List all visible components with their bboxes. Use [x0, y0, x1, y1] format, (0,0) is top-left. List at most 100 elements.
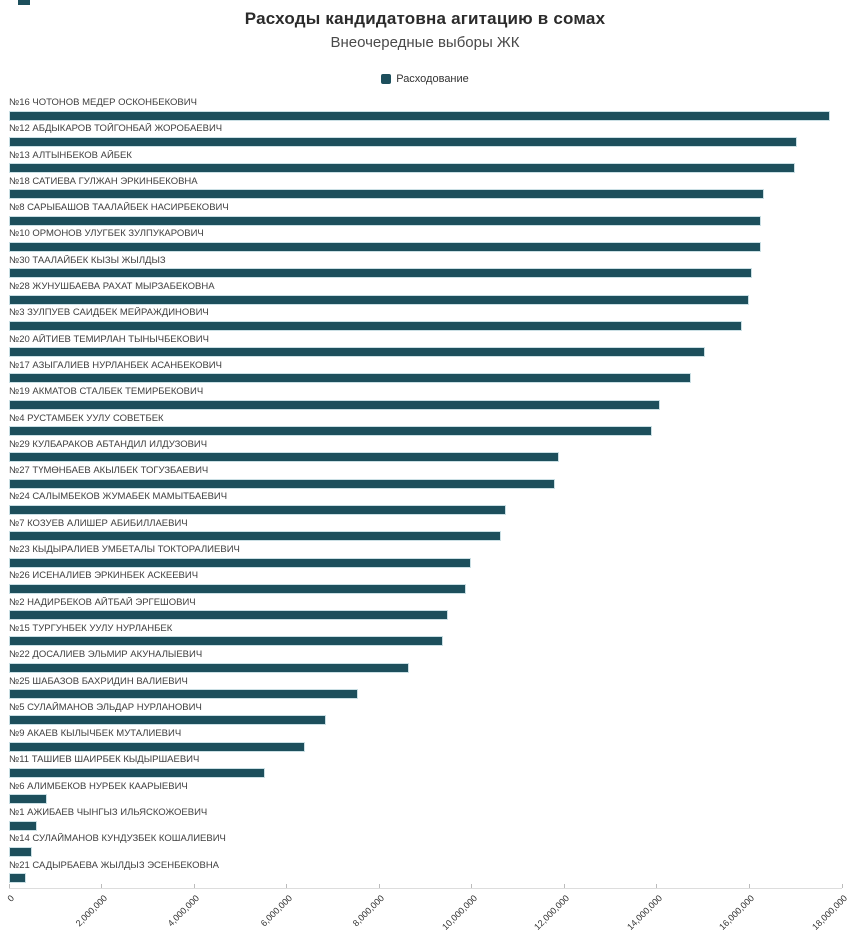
bar-row: №3 ЗУЛПУЕВ САИДБЕК МЕЙРАЖДИНОВИЧ: [9, 307, 842, 333]
bar-row: №16 ЧОТОНОВ МЕДЕР ОСКОНБЕКОВИЧ: [9, 97, 842, 123]
candidate-label: №5 СУЛАЙМАНОВ ЭЛЬДАР НУРЛАНОВИЧ: [9, 701, 202, 713]
spending-bar[interactable]: [9, 636, 444, 647]
axis-tick: [656, 884, 658, 888]
candidate-label: №17 АЗЫГАЛИЕВ НУРЛАНБЕК АСАНБЕКОВИЧ: [9, 359, 222, 371]
legend: Расходование: [0, 73, 850, 85]
bar-row: №17 АЗЫГАЛИЕВ НУРЛАНБЕК АСАНБЕКОВИЧ: [9, 360, 842, 386]
spending-bar[interactable]: [9, 241, 761, 252]
candidate-label: №7 КОЗУЕВ АЛИШЕР АБИБИЛЛАЕВИЧ: [9, 517, 188, 529]
spending-bar[interactable]: [9, 846, 32, 857]
bar-row: №1 АЖИБАЕВ ЧЫНГЫЗ ИЛЬЯСКОЖОЕВИЧ: [9, 807, 842, 833]
spending-bar[interactable]: [9, 294, 749, 305]
spending-bar[interactable]: [9, 583, 467, 594]
candidate-label: №4 РУСТАМБЕК УУЛУ СОВЕТБЕК: [9, 412, 164, 424]
bars-area: №16 ЧОТОНОВ МЕДЕР ОСКОНБЕКОВИЧ №12 АБДЫК…: [9, 97, 842, 886]
spending-bar[interactable]: [9, 689, 358, 700]
axis-tick: [841, 884, 843, 888]
axis-tick: [193, 884, 195, 888]
axis-tick: [8, 884, 10, 888]
axis-tick: [378, 884, 380, 888]
bar-row: №7 КОЗУЕВ АЛИШЕР АБИБИЛЛАЕВИЧ: [9, 518, 842, 544]
bar-row: №19 АКМАТОВ СТАЛБЕК ТЕМИРБЕКОВИЧ: [9, 386, 842, 412]
bar-row: №15 ТУРГУНБЕК УУЛУ НУРЛАНБЕК: [9, 623, 842, 649]
candidate-label: №8 САРЫБАШОВ ТААЛАЙБЕК НАСИРБЕКОВИЧ: [9, 202, 229, 214]
candidate-label: №23 КЫДЫРАЛИЕВ УМБЕТАЛЫ ТОКТОРАЛИЕВИЧ: [9, 544, 240, 556]
bar-row: №27 ТҮМӨНБАЕВ АКЫЛБЕК ТОГУЗБАЕВИЧ: [9, 465, 842, 491]
candidate-label: №6 АЛИМБЕКОВ НУРБЕК КААРЫЕВИЧ: [9, 780, 188, 792]
spending-bar[interactable]: [9, 163, 796, 174]
axis-tick: [471, 884, 473, 888]
candidate-label: №28 ЖУНУШБАЕВА РАХАТ МЫРЗАБЕКОВНА: [9, 281, 215, 293]
bar-row: №29 КУЛБАРАКОВ АБТАНДИЛ ИЛДУЗОВИЧ: [9, 439, 842, 465]
spending-bar[interactable]: [9, 767, 265, 778]
candidate-label: №27 ТҮМӨНБАЕВ АКЫЛБЕК ТОГУЗБАЕВИЧ: [9, 465, 209, 477]
candidate-label: №26 ИСЕНАЛИЕВ ЭРКИНБЕК АСКЕЕВИЧ: [9, 570, 199, 582]
candidate-label: №15 ТУРГУНБЕК УУЛУ НУРЛАНБЕК: [9, 622, 173, 634]
spending-bar[interactable]: [9, 557, 471, 568]
bar-row: №6 АЛИМБЕКОВ НУРБЕК КААРЫЕВИЧ: [9, 781, 842, 807]
bar-row: №21 САДЫРБАЕВА ЖЫЛДЫЗ ЭСЕНБЕКОВНА: [9, 860, 842, 886]
spending-bar[interactable]: [9, 399, 661, 410]
spending-bar[interactable]: [9, 452, 560, 463]
chart-title: Расходы кандидатовна агитацию в сомах: [244, 9, 606, 28]
candidate-label: №3 ЗУЛПУЕВ САИДБЕК МЕЙРАЖДИНОВИЧ: [9, 307, 209, 319]
spending-bar[interactable]: [9, 478, 556, 489]
spending-bar[interactable]: [9, 873, 26, 884]
axis-tick: [101, 884, 103, 888]
candidate-label: №2 НАДИРБЕКОВ АЙТБАЙ ЭРГЕШОВИЧ: [9, 596, 196, 608]
legend-label: Расходование: [396, 73, 469, 85]
bar-row: №22 ДОСАЛИЕВ ЭЛЬМИР АКУНАЛЫЕВИЧ: [9, 649, 842, 675]
spending-bar[interactable]: [9, 426, 653, 437]
bar-row: №4 РУСТАМБЕК УУЛУ СОВЕТБЕК: [9, 413, 842, 439]
spending-bar[interactable]: [9, 794, 47, 805]
axis-tick: [563, 884, 565, 888]
spending-bar[interactable]: [9, 741, 305, 752]
spending-bar[interactable]: [9, 820, 37, 831]
bar-row: №9 АКАЕВ КЫЛЫЧБЕК МУТАЛИЕВИЧ: [9, 728, 842, 754]
spending-bar[interactable]: [9, 215, 761, 226]
spending-bar[interactable]: [9, 531, 501, 542]
spending-bar[interactable]: [9, 347, 706, 358]
spending-bar[interactable]: [9, 715, 326, 726]
x-axis: 0 2,000,000 4,000,000 6,000,000 8,000,000 10,…: [5, 884, 849, 932]
spending-bar[interactable]: [9, 610, 449, 621]
bar-row: №10 ОРМОНОВ УЛУГБЕК ЗУЛПУКАРОВИЧ: [9, 228, 842, 254]
bar-row: №28 ЖУНУШБАЕВА РАХАТ МЫРЗАБЕКОВНА: [9, 281, 842, 307]
candidate-label: №25 ШАБАЗОВ БАХРИДИН ВАЛИЕВИЧ: [9, 675, 188, 687]
bar-row: №8 САРЫБАШОВ ТААЛАЙБЕК НАСИРБЕКОВИЧ: [9, 202, 842, 228]
bar-row: №24 САЛЫМБЕКОВ ЖУМАБЕК МАМЫТБАЕВИЧ: [9, 491, 842, 517]
bar-row: №18 САТИЕВА ГУЛЖАН ЭРКИНБЕКОВНА: [9, 176, 842, 202]
candidate-label: №18 САТИЕВА ГУЛЖАН ЭРКИНБЕКОВНА: [9, 175, 198, 187]
spending-bar[interactable]: [9, 320, 743, 331]
candidate-label: №19 АКМАТОВ СТАЛБЕК ТЕМИРБЕКОВИЧ: [9, 386, 204, 398]
candidate-label: №24 САЛЫМБЕКОВ ЖУМАБЕК МАМЫТБАЕВИЧ: [9, 491, 228, 503]
axis-tick: [748, 884, 750, 888]
candidate-label: №12 АБДЫКАРОВ ТОЙГОНБАЙ ЖОРОБАЕВИЧ: [9, 123, 223, 135]
bar-row: №30 ТААЛАЙБЕК КЫЗЫ ЖЫЛДЫЗ: [9, 255, 842, 281]
top-edge-mark: [18, 0, 30, 5]
bar-row: №12 АБДЫКАРОВ ТОЙГОНБАЙ ЖОРОБАЕВИЧ: [9, 123, 842, 149]
candidate-label: №9 АКАЕВ КЫЛЫЧБЕК МУТАЛИЕВИЧ: [9, 728, 182, 740]
bar-row: №11 ТАШИЕВ ШАИРБЕК КЫДЫРШАЕВИЧ: [9, 754, 842, 780]
bar-row: №13 АЛТЫНБЕКОВ АЙБЕК: [9, 150, 842, 176]
bar-row: №5 СУЛАЙМАНОВ ЭЛЬДАР НУРЛАНОВИЧ: [9, 702, 842, 728]
bar-row: №26 ИСЕНАЛИЕВ ЭРКИНБЕК АСКЕЕВИЧ: [9, 570, 842, 596]
legend-swatch-icon: [381, 74, 392, 84]
spending-bar[interactable]: [9, 136, 798, 147]
spending-bar[interactable]: [9, 268, 753, 279]
candidate-label: №1 АЖИБАЕВ ЧЫНГЫЗ ИЛЬЯСКОЖОЕВИЧ: [9, 807, 208, 819]
spending-bar[interactable]: [9, 373, 692, 384]
axis-tick-label: 0: [5, 893, 17, 904]
candidate-label: №11 ТАШИЕВ ШАИРБЕК КЫДЫРШАЕВИЧ: [9, 754, 200, 766]
candidate-label: №29 КУЛБАРАКОВ АБТАНДИЛ ИЛДУЗОВИЧ: [9, 438, 208, 450]
spending-bar[interactable]: [9, 189, 765, 200]
spending-bar[interactable]: [9, 110, 830, 121]
spending-bar[interactable]: [9, 662, 409, 673]
spending-bar[interactable]: [9, 504, 507, 515]
bar-row: №20 АЙТИЕВ ТЕМИРЛАН ТЫНЫЧБЕКОВИЧ: [9, 334, 842, 360]
candidate-label: №22 ДОСАЛИЕВ ЭЛЬМИР АКУНАЛЫЕВИЧ: [9, 649, 203, 661]
candidate-label: №16 ЧОТОНОВ МЕДЕР ОСКОНБЕКОВИЧ: [9, 97, 197, 108]
candidate-label: №14 СУЛАЙМАНОВ КУНДУЗБЕК КОШАЛИЕВИЧ: [9, 833, 226, 845]
axis-tick-label: 2,000,000: [73, 893, 109, 929]
